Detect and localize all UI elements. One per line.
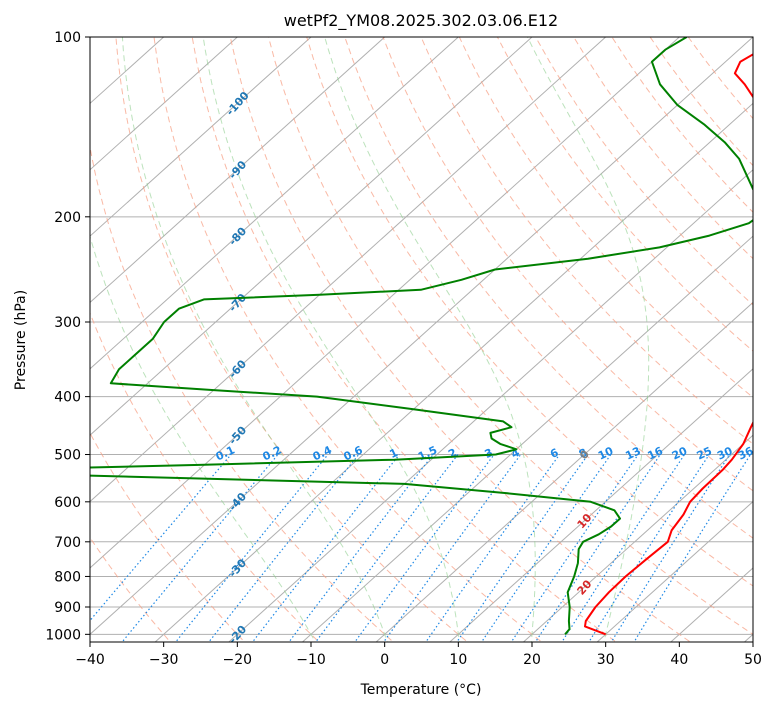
isotherm-line [90,37,312,237]
y-tick-label: 100 [54,30,81,46]
mixing-ratio-label: 30 [715,444,735,462]
mixing-ratio-line [480,454,612,642]
x-tick-label: −40 [75,652,105,668]
isotherm-line [90,37,533,436]
isotherm-line [154,102,753,642]
y-tick-label: 1000 [45,627,81,643]
y-axis-label: Pressure (hPa) [13,290,29,390]
mixing-ratio-line [425,454,561,642]
dry-adiabat-line [191,37,617,642]
mixing-ratio-line [174,454,329,642]
mixing-ratio-line [633,454,752,642]
isotherm-line [375,301,753,642]
y-tick-label: 300 [54,315,81,331]
dry-adiabat-line [535,37,753,306]
isotherm-line [90,37,681,569]
mixing-ratio-line [121,454,279,642]
x-tick-label: 40 [670,652,688,668]
x-axis-label: Temperature (°C) [360,682,482,698]
moist-adiabat-line [324,37,536,642]
dry-adiabat-line [382,37,753,492]
plot-frame [89,36,754,643]
x-tick-label: 50 [744,652,762,668]
dry-adiabat-line [420,37,753,445]
chart-title: wetPf2_YM08.2025.302.03.06.E12 [284,11,558,31]
moist-adiabat-line [527,37,650,642]
mixing-ratio-label: 25 [695,444,714,462]
mixing-ratio-label: 20 [670,444,690,462]
dry-adiabat-line [115,37,469,642]
dry-adiabat-line [306,37,753,587]
mixing-ratio-line [510,454,639,642]
y-tick-label: 200 [54,210,81,226]
dry-adiabat-line [458,37,753,399]
y-tick-label: 500 [54,448,81,464]
moist-adiabat-line [90,234,316,642]
x-tick-label: −10 [296,652,326,668]
mixing-ratio-line [382,454,522,642]
dry-adiabat-line [229,37,692,642]
mixing-ratio-label: 16 [646,444,666,462]
moist-adiabat-line [121,37,388,642]
dry-adiabat-line [90,311,320,642]
y-tick-label: 800 [54,569,81,585]
dry-adiabat-line [268,37,753,635]
moist-adiabat-line [202,37,460,642]
isotherm-line [90,37,607,503]
y-tick-label: 900 [54,600,81,616]
dry-adiabat-line [153,37,543,642]
y-tick-label: 700 [54,535,81,551]
isotherm-line [596,500,753,642]
x-tick-label: −20 [223,652,253,668]
mixing-ratio-line [610,454,731,642]
dry-adiabat-line [496,37,753,352]
mixing-ratio-label: 10 [596,444,616,462]
mixing-ratio-label: 13 [623,444,642,462]
mixing-ratio-line [251,454,400,642]
isotherm-line [90,37,386,304]
dry-adiabat-line [90,432,246,642]
x-tick-label: 10 [449,652,467,668]
x-tick-label: 0 [380,652,389,668]
isotherm-line [90,37,753,636]
y-tick-label: 600 [54,495,81,511]
mixing-ratio-line [561,454,686,642]
dry-adiabat-line [90,144,394,642]
dewpoint-line [90,37,753,635]
temperature-line [584,53,753,636]
isotherm-line [90,37,239,171]
mixing-ratio-line [354,454,495,642]
isotherm-line [522,434,753,642]
dry-adiabat-line [90,536,171,642]
isotherm-line [301,235,753,642]
y-tick-label: 400 [54,390,81,406]
isotherm-line [90,37,460,370]
x-tick-label: 30 [597,652,615,668]
x-tick-label: −30 [149,652,179,668]
x-tick-label: 20 [523,652,541,668]
isotherm-line [228,169,753,642]
mixing-ratio-line [534,454,661,642]
mixing-ratio-line [208,454,360,642]
